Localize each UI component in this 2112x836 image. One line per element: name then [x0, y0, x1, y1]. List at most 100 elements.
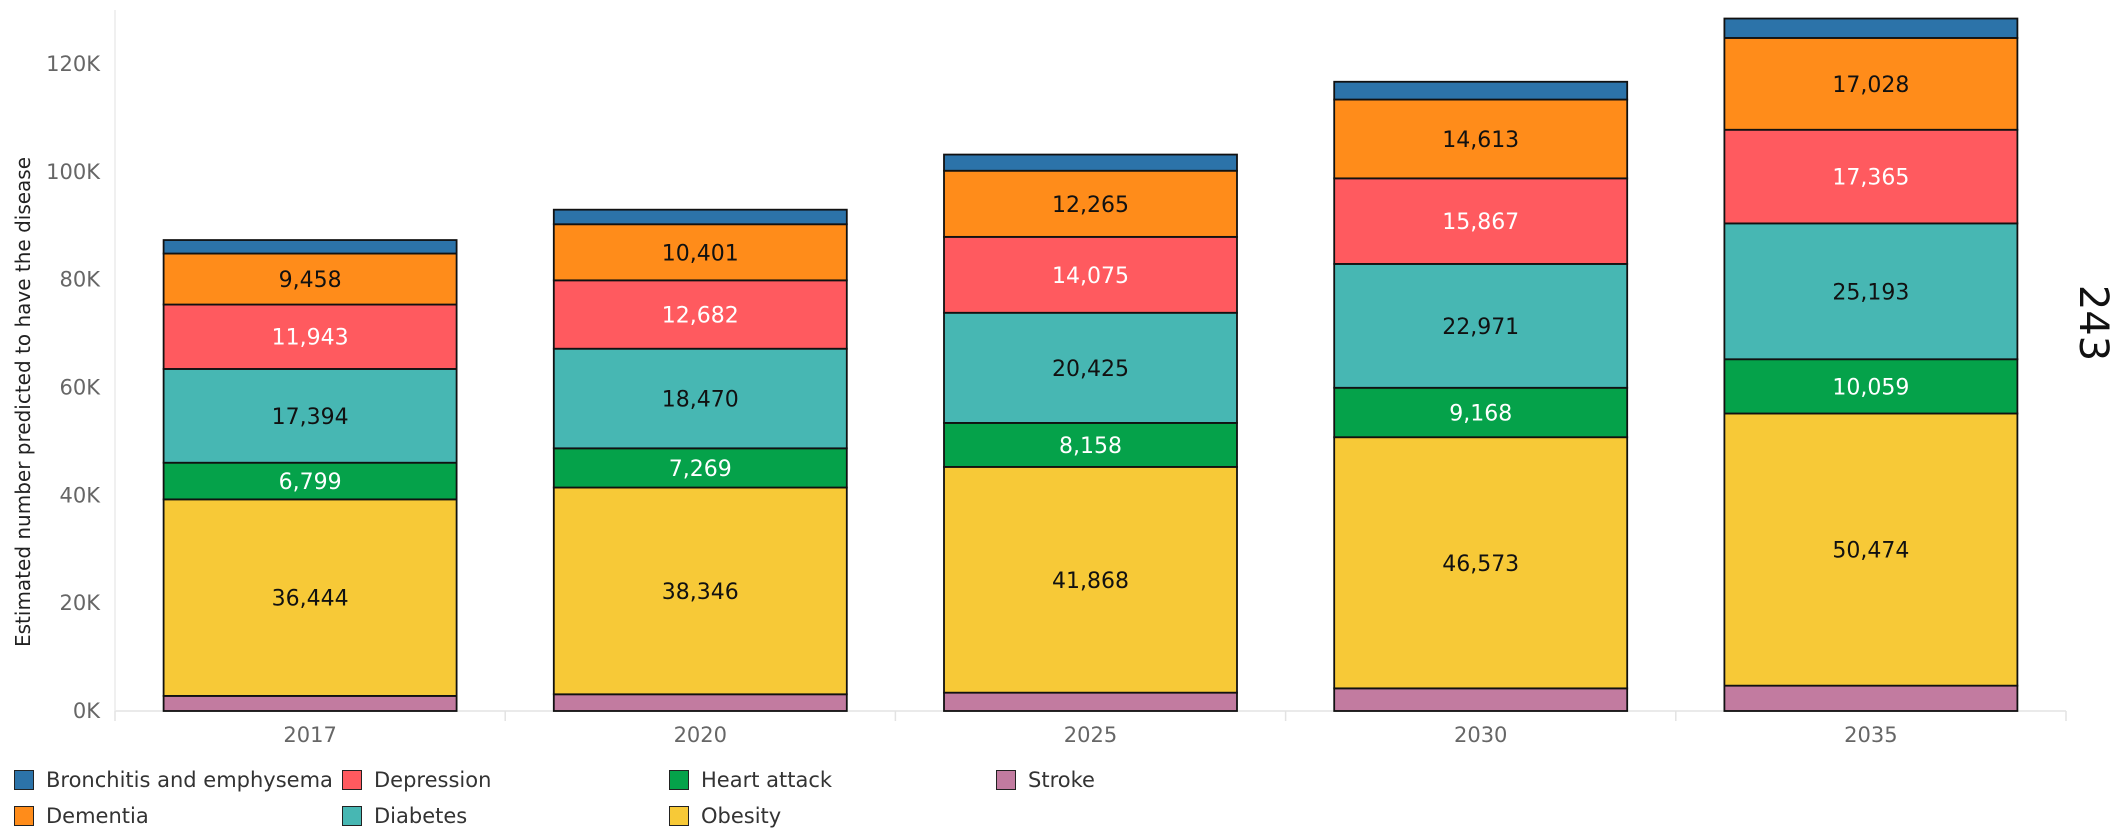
y-tick-label: 60K: [60, 375, 102, 399]
bar-segment: [1333, 98, 1629, 180]
bar-segment: [552, 279, 848, 350]
data-label: 41,868: [1052, 569, 1129, 594]
bar-segment: [162, 695, 458, 712]
data-label: 18,470: [662, 388, 739, 413]
y-tick-label: 80K: [60, 268, 102, 292]
bar-segment: [162, 303, 458, 370]
bar-segment: [162, 498, 458, 697]
data-label: 17,365: [1832, 166, 1909, 191]
data-label: 9,168: [1449, 401, 1512, 426]
data-label: 22,971: [1442, 315, 1519, 340]
legend-label: Bronchitis and emphysema: [46, 768, 333, 792]
data-label: 9,458: [279, 268, 342, 293]
stacked-bar-chart: Estimated number predicted to have the d…: [11, 10, 2067, 747]
data-label: 50,474: [1832, 539, 1909, 564]
data-label: 38,346: [662, 580, 739, 605]
y-axis-label: Estimated number predicted to have the d…: [11, 157, 35, 647]
bar-segment: [1333, 177, 1629, 265]
data-label: 14,613: [1442, 128, 1519, 153]
legend-swatch: [342, 806, 362, 826]
bar-segment: [1333, 386, 1629, 439]
data-label: 14,075: [1052, 264, 1129, 289]
x-tick-label: 2020: [674, 723, 727, 747]
legend-label: Dementia: [46, 804, 149, 828]
x-tick-label: 2030: [1454, 723, 1507, 747]
bar-segment: [552, 223, 848, 282]
data-label: 15,867: [1442, 210, 1519, 235]
data-label: 12,265: [1052, 193, 1129, 218]
data-label: 7,269: [669, 457, 732, 482]
legend-label: Diabetes: [374, 804, 468, 828]
bar-segment: [552, 693, 848, 712]
bar-segment: [1723, 37, 2019, 131]
bar-segment: [1723, 412, 2019, 687]
legend-swatch: [14, 806, 34, 826]
bar-segment: [1333, 80, 1629, 101]
legend: Bronchitis and emphysema Dementia Depressi…: [14, 766, 1214, 836]
bar-segment: [162, 239, 458, 255]
data-label: 46,573: [1442, 552, 1519, 577]
bar-segment: [1333, 687, 1629, 712]
legend-item[interactable]: Stroke: [996, 766, 1095, 794]
y-tick-label: 100K: [46, 160, 101, 184]
y-axis-ticks: 0K 20K 40K 60K 80K 100K 120K: [46, 52, 101, 723]
bar-segment: [943, 235, 1238, 314]
bar-segment: [1333, 263, 1629, 389]
data-label: 11,943: [272, 326, 349, 351]
x-tick-label: 2025: [1064, 723, 1117, 747]
data-label: 6,799: [279, 470, 342, 495]
bar-segment: [162, 368, 458, 464]
y-tick-label: 40K: [60, 483, 102, 507]
bar-segment: [552, 347, 848, 450]
bar-segment: [1723, 17, 2019, 39]
bar-segment: [943, 311, 1238, 424]
bar-segment: [943, 422, 1238, 468]
legend-label: Stroke: [1028, 768, 1095, 792]
bar-segment: [1723, 684, 2019, 712]
bar-segment: [162, 461, 458, 501]
legend-item[interactable]: Bronchitis and emphysema: [14, 766, 333, 794]
data-label: 17,028: [1832, 73, 1909, 98]
bar-labels: 36,444 6,799 17,394 11,943 9,458 38,346 7,269 1…: [272, 73, 1910, 612]
legend-item[interactable]: Diabetes: [342, 802, 467, 830]
bar-segment: [943, 153, 1238, 172]
bar-segment: [162, 252, 458, 306]
data-label: 12,682: [662, 304, 739, 329]
legend-swatch: [996, 770, 1016, 790]
data-label: 8,158: [1059, 434, 1122, 459]
bar-segment: [943, 691, 1238, 712]
legend-label: Depression: [374, 768, 492, 792]
bar-segment: [943, 169, 1238, 238]
x-tick-label: 2035: [1844, 723, 1897, 747]
bars: [162, 17, 2019, 712]
legend-item[interactable]: Dementia: [14, 802, 149, 830]
bar-segment: [552, 447, 848, 489]
data-label: 36,444: [272, 587, 349, 612]
bar-segment: [1723, 222, 2019, 361]
data-label: 10,401: [662, 241, 739, 266]
bar-segment: [1333, 436, 1629, 690]
legend-label: Obesity: [701, 804, 782, 828]
page-number: 243: [2070, 284, 2112, 362]
y-tick-label: 120K: [46, 52, 101, 76]
data-label: 25,193: [1832, 280, 1909, 305]
bar-segment: [1723, 128, 2019, 225]
bar-segment: [552, 486, 848, 696]
legend-item[interactable]: Depression: [342, 766, 491, 794]
y-tick-label: 0K: [73, 699, 101, 723]
legend-swatch: [14, 770, 34, 790]
x-tick-label: 2017: [283, 723, 336, 747]
legend-item[interactable]: Obesity: [669, 802, 781, 830]
legend-swatch: [342, 770, 362, 790]
data-label: 20,425: [1052, 357, 1129, 382]
y-tick-label: 20K: [60, 591, 102, 615]
bar-segment: [552, 208, 848, 226]
legend-label: Heart attack: [701, 768, 833, 792]
legend-swatch: [669, 770, 689, 790]
data-label: 10,059: [1832, 375, 1909, 400]
legend-swatch: [669, 806, 689, 826]
legend-item[interactable]: Heart attack: [669, 766, 832, 794]
bar-segment: [943, 466, 1238, 694]
data-label: 17,394: [272, 405, 349, 430]
